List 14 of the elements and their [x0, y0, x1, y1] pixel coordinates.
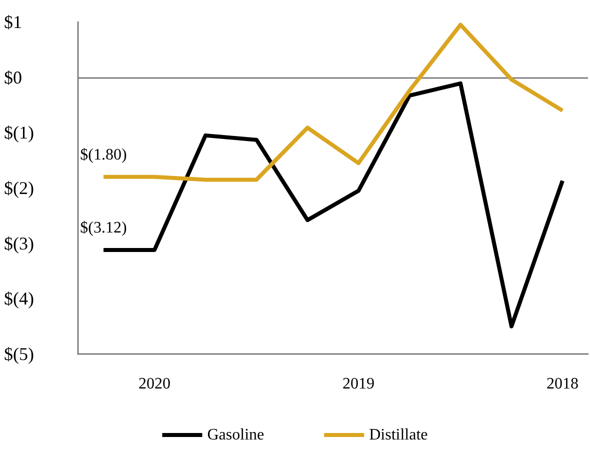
legend-label: Distillate: [369, 426, 428, 444]
y-tick-label: $0: [4, 67, 22, 88]
x-tick-label: 2019: [342, 376, 374, 392]
x-tick-label: 2018: [546, 376, 578, 392]
y-tick-label: $(2): [4, 178, 34, 198]
y-tick-label: $(3): [4, 233, 34, 254]
data-label: $(3.12): [80, 219, 127, 236]
y-tick-label: $1: [4, 12, 22, 32]
y-tick-label: $(1): [4, 122, 34, 143]
data-label: $(1.80): [80, 146, 127, 164]
y-tick-label: $(4): [4, 288, 34, 309]
y-tick-label: $(5): [4, 344, 34, 364]
legend-label: Gasoline: [207, 426, 264, 444]
x-tick-label: 2020: [138, 376, 170, 392]
